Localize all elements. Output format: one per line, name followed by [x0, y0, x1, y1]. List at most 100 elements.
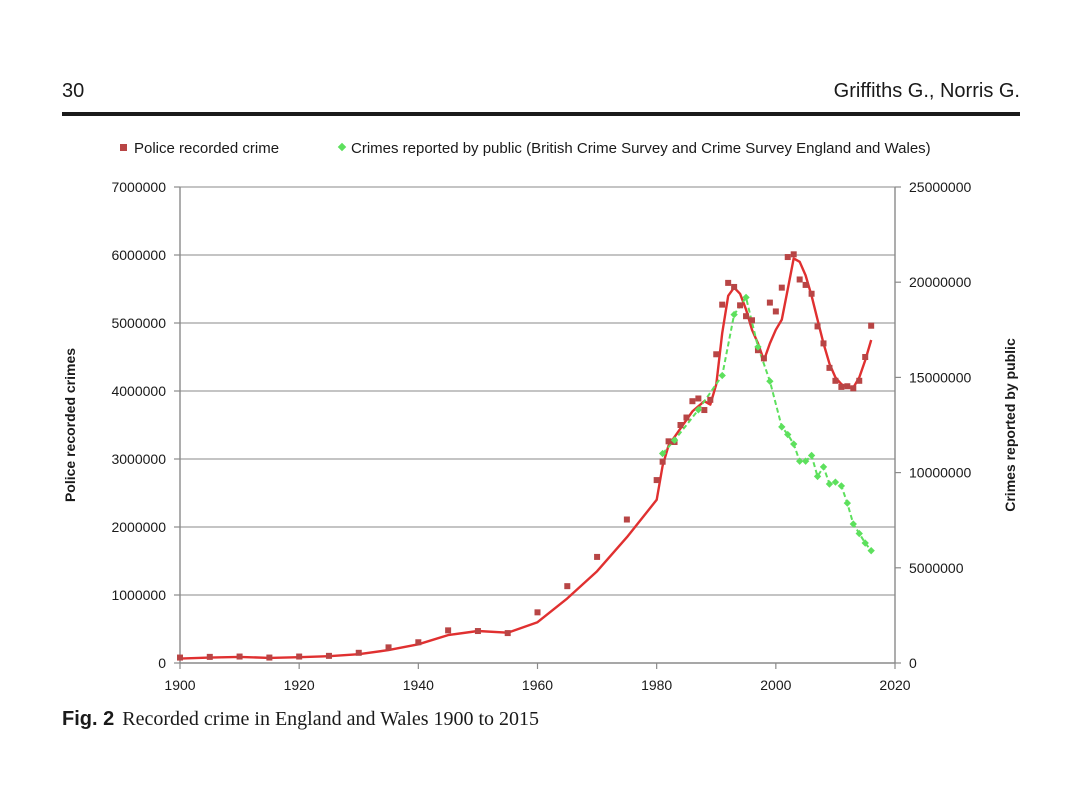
public-point	[730, 310, 738, 319]
police-point	[695, 395, 702, 402]
police-point	[790, 251, 797, 258]
chart-gridlines	[180, 186, 895, 596]
caption-text: Recorded crime in England and Wales 1900…	[122, 708, 540, 730]
chart-axes	[174, 186, 901, 669]
x-tick-label: 2000	[760, 677, 791, 693]
x-tick-label: 1980	[641, 677, 672, 693]
police-point	[725, 279, 732, 286]
page-number: 30	[62, 80, 85, 102]
police-point	[850, 385, 857, 392]
police-point	[778, 284, 785, 291]
y-tick-label: 2000000	[111, 519, 166, 535]
header-rule	[62, 112, 1020, 116]
police-point	[713, 351, 720, 358]
police-point	[689, 398, 696, 405]
police-point	[296, 653, 303, 660]
police-point	[445, 627, 452, 634]
police-point	[832, 377, 839, 384]
police-point	[665, 438, 672, 445]
police-point	[659, 458, 666, 465]
police-point	[737, 302, 744, 309]
y-tick-label: 0	[158, 655, 166, 671]
public-point	[819, 463, 828, 471]
police-point	[862, 354, 869, 360]
police-point	[743, 313, 750, 320]
public-point	[825, 480, 834, 488]
police-point	[266, 654, 273, 661]
caption-label: Fig. 2	[62, 708, 115, 730]
police-point	[784, 254, 791, 261]
police-point	[677, 422, 684, 428]
police-point	[856, 377, 863, 384]
public-point	[766, 377, 774, 385]
y2-tick-label: 5000000	[909, 560, 964, 576]
y2-tick-label: 20000000	[909, 274, 972, 290]
legend-public-label: Crimes reported by public (British Crime…	[351, 140, 931, 157]
police-point	[653, 477, 660, 484]
police-point	[868, 322, 875, 329]
police-point	[796, 276, 803, 283]
public-point	[718, 371, 726, 380]
police-point	[760, 355, 767, 362]
y2-tick-label: 25000000	[909, 179, 972, 195]
police-point	[534, 609, 541, 616]
y-tick-label: 7000000	[111, 179, 166, 195]
x-tick-label: 1960	[522, 677, 553, 693]
y-tick-label: 3000000	[111, 451, 166, 467]
figure-caption: Fig. 2 Recorded crime in England and Wale…	[62, 708, 539, 731]
police-point	[766, 299, 773, 306]
police-point	[772, 308, 779, 315]
police-point	[683, 414, 690, 421]
police-point	[719, 301, 726, 308]
public-point	[754, 343, 762, 351]
police-point	[826, 364, 833, 371]
police-point	[474, 628, 481, 635]
chart-legend: Police recorded crime Crimes reported by…	[120, 140, 931, 157]
y2-tick-label: 10000000	[909, 465, 972, 481]
legend-public-marker	[337, 142, 347, 152]
public-point	[855, 529, 863, 538]
public-point	[843, 499, 852, 507]
police-point	[564, 583, 571, 590]
legend-police-label: Police recorded crime	[134, 140, 279, 157]
public-point	[849, 520, 857, 528]
public-point	[867, 546, 875, 555]
police-point	[701, 407, 708, 414]
public-point	[807, 451, 816, 460]
public-point	[813, 472, 822, 481]
y2-tick-label: 0	[909, 655, 917, 671]
public-point	[778, 423, 786, 431]
police-point	[236, 653, 243, 660]
public-point	[837, 482, 846, 490]
police-trend-line	[179, 257, 873, 660]
chart-data-points	[177, 251, 875, 661]
public-point	[801, 457, 810, 465]
police-point	[623, 516, 630, 523]
x-tick-label: 2020	[879, 677, 910, 693]
y-tick-label: 6000000	[111, 247, 166, 263]
public-point	[861, 539, 869, 547]
public-trend-line	[661, 294, 872, 552]
legend-police-marker	[120, 144, 127, 151]
police-point	[838, 383, 845, 390]
x-tick-label: 1920	[284, 677, 315, 693]
police-point	[814, 323, 821, 330]
chart-tick-labels: 0 1000000 2000000 3000000 4000000 5000000 6000…	[111, 179, 971, 693]
public-point	[795, 457, 804, 465]
police-point	[385, 644, 392, 651]
public-point	[742, 293, 750, 302]
police-point	[749, 317, 755, 324]
y2-tick-label: 15000000	[909, 369, 972, 385]
police-point	[802, 281, 809, 288]
public-point	[784, 430, 792, 439]
police-point	[707, 396, 714, 403]
public-point	[694, 406, 703, 414]
police-point	[325, 652, 332, 659]
public-point	[658, 449, 667, 458]
police-point	[844, 383, 851, 390]
y-axis-title: Police recorded crimes	[62, 348, 78, 502]
public-point	[790, 440, 798, 448]
police-point	[355, 649, 362, 656]
police-point	[177, 654, 183, 661]
police-point	[808, 290, 815, 297]
